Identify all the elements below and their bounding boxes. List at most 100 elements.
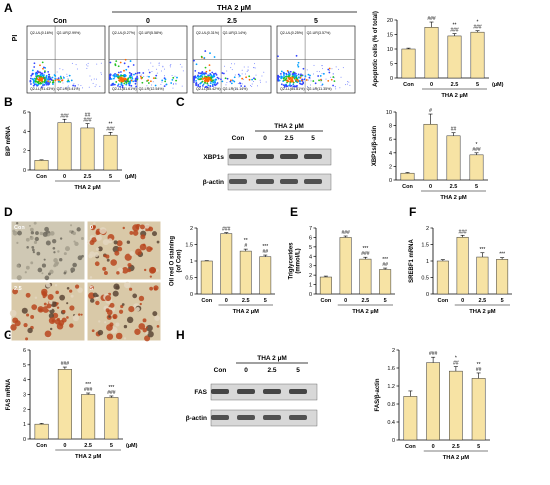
flow-event-dot <box>158 62 160 64</box>
flow-event-dot <box>201 76 204 78</box>
micrograph-cell <box>63 252 67 256</box>
bar <box>401 48 416 79</box>
micrograph-cell <box>129 231 134 235</box>
bar <box>471 378 486 441</box>
micrograph-cell <box>132 293 138 299</box>
significance-mark: ### <box>61 361 70 367</box>
micrograph-cell <box>149 247 153 251</box>
flow-event-dot <box>174 75 176 77</box>
y-tick-label: 1 <box>23 422 26 428</box>
y-tick-label: 2 <box>389 164 392 170</box>
significance-mark: ** <box>109 121 113 127</box>
flow-event-dot <box>117 85 119 87</box>
flow-event-dot <box>318 79 320 82</box>
flow-event-dot <box>202 83 205 86</box>
flow-event-dot <box>306 69 308 71</box>
significance-mark: ## <box>451 127 457 133</box>
flow-event-dot <box>236 88 238 90</box>
micrograph-cell <box>20 226 23 229</box>
blot-band <box>263 389 281 394</box>
y-tick-label: 0.4 <box>387 420 395 426</box>
significance-mark: * <box>476 142 478 148</box>
flow-event-dot <box>124 58 127 61</box>
flow-event-dot <box>127 80 130 83</box>
micrograph-cell <box>55 290 59 295</box>
flow-event-dot <box>214 81 216 84</box>
y-tick-label: 2 <box>23 407 26 413</box>
flow-event-dot <box>136 78 139 81</box>
y-axis-label: FAS mRNA <box>6 378 12 410</box>
flow-event-dot <box>205 70 208 73</box>
bar <box>104 397 119 440</box>
bar <box>220 233 233 295</box>
micrograph-cell <box>42 231 48 237</box>
flow-event-dot <box>88 86 90 88</box>
micrograph-cell <box>37 267 43 273</box>
flow-event-dot <box>52 83 54 85</box>
flow-event-dot <box>349 84 351 86</box>
flow-event-dot <box>156 68 158 70</box>
flow-event-dot <box>134 72 137 75</box>
flow-event-dot <box>314 88 316 90</box>
significance-mark: * <box>455 356 457 362</box>
micrograph-cell <box>29 227 34 232</box>
flow-event-dot <box>244 73 246 75</box>
flow-event-dot <box>279 73 282 75</box>
flow-event-dot <box>290 84 293 87</box>
micrograph-cell <box>39 231 44 236</box>
flow-event-dot <box>283 74 285 76</box>
micrograph-cell <box>146 324 153 332</box>
flow-event-dot <box>121 86 124 89</box>
flow-event-dot <box>35 76 38 79</box>
flow-event-dot <box>303 78 306 81</box>
flow-event-dot <box>143 75 145 77</box>
flow-event-dot <box>313 64 315 66</box>
flow-event-dot <box>297 76 300 79</box>
micrograph-cell <box>106 258 110 262</box>
blot-lane-label: Con <box>214 367 227 374</box>
flow-event-dot <box>208 74 211 77</box>
flow-event-dot <box>317 75 320 77</box>
flow-event-dot <box>321 78 323 80</box>
flow-event-dot <box>134 78 137 80</box>
micrograph-cell <box>66 302 69 305</box>
micrograph-label: 2.5 <box>14 286 22 292</box>
micrograph-cell <box>116 240 123 247</box>
micrograph-cell <box>127 268 132 273</box>
flow-event-dot <box>128 84 131 87</box>
flow-event-dot <box>130 73 133 75</box>
bar <box>476 256 489 295</box>
micrograph-cell <box>34 236 39 242</box>
x-tick-label: 0 <box>63 443 66 449</box>
micrograph-cell <box>77 313 81 316</box>
flow-event-dot <box>42 83 45 86</box>
significance-mark: * <box>477 20 479 26</box>
flow-event-dot <box>287 71 290 74</box>
flow-event-dot <box>46 78 49 81</box>
flow-event-dot <box>285 75 288 78</box>
flow-event-dot <box>282 84 285 87</box>
flow-event-dot <box>62 69 64 71</box>
significance-mark: ### <box>472 147 481 153</box>
micrograph-cell <box>30 231 35 235</box>
flow-event-dot <box>92 82 94 84</box>
flow-event-dot <box>251 78 254 81</box>
flow-event-dot <box>286 85 289 88</box>
flow-event-dot <box>333 80 336 83</box>
micrograph-cell <box>152 311 158 317</box>
micrograph-cell <box>123 281 131 289</box>
micrograph-cell <box>97 329 104 336</box>
micrograph-cell <box>140 234 146 240</box>
micrograph-label: Con <box>14 225 25 231</box>
bar <box>496 259 509 295</box>
y-tick-label: 0 <box>389 178 392 184</box>
flow-event-dot <box>68 74 71 77</box>
flow-event-dot <box>51 76 54 79</box>
bar <box>470 31 485 79</box>
x-tick-label: Con <box>321 298 332 304</box>
flow-plot-1: Q2-UL(0.27%) Q2-UR(5.58%) Q2-LL(81.61%) Q2-… <box>108 25 188 94</box>
micrograph-cell <box>102 266 107 271</box>
x-tick-label: 2.5 <box>451 82 459 88</box>
flow-event-dot <box>29 77 32 80</box>
